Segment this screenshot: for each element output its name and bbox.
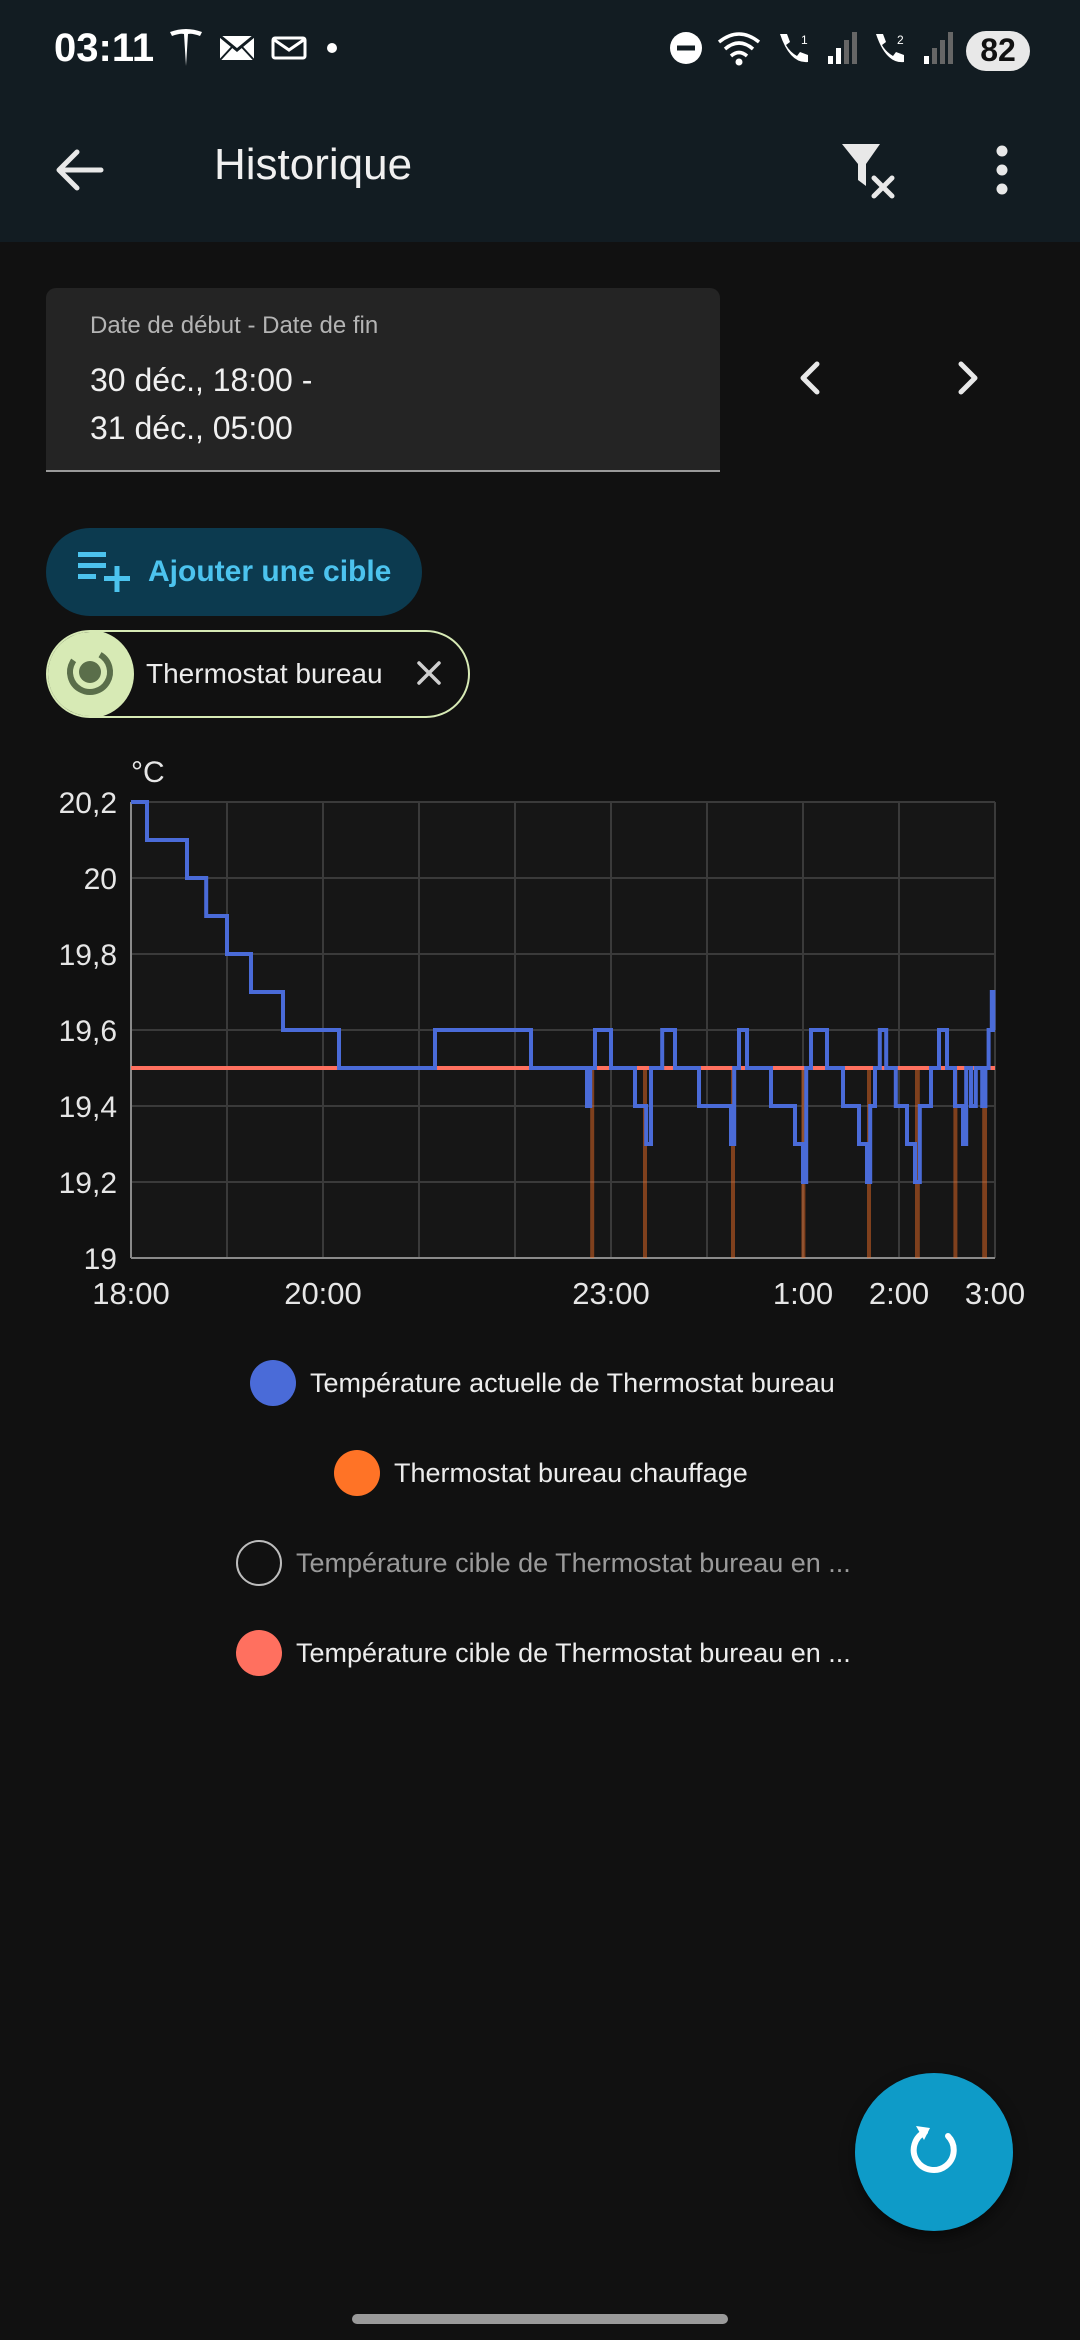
chart-y-tick-label: 19 <box>84 1243 117 1276</box>
dot-icon <box>322 33 342 68</box>
status-time: 03:11 <box>54 26 155 70</box>
back-button[interactable] <box>40 132 120 212</box>
legend-item[interactable]: Température actuelle de Thermostat burea… <box>250 1360 835 1406</box>
legend-item[interactable]: Thermostat bureau chauffage <box>334 1450 748 1496</box>
chart-x-tick-label: 1:00 <box>773 1276 833 1311</box>
thermostat-icon <box>65 647 115 702</box>
legend-item[interactable]: Température cible de Thermostat bureau e… <box>236 1630 851 1676</box>
status-right-icons: 1 2 82 <box>668 28 1030 73</box>
clear-filter-button[interactable] <box>826 130 910 214</box>
more-options-button[interactable] <box>962 130 1042 214</box>
chart-heating-bar <box>953 1068 958 1258</box>
date-range-picker[interactable]: Date de début - Date de fin 30 déc., 18:… <box>46 288 720 472</box>
legend-swatch <box>250 1360 296 1406</box>
refresh-icon <box>904 2120 964 2185</box>
chevron-right-icon <box>953 358 983 403</box>
legend-swatch <box>236 1540 282 1586</box>
chart-y-tick-label: 19,2 <box>59 1167 117 1200</box>
filter-remove-icon <box>836 140 900 205</box>
status-bar: 03:11 1 2 82 <box>0 0 1080 102</box>
chart-x-tick-label: 23:00 <box>572 1276 650 1311</box>
chart-heating-bar <box>590 1068 595 1258</box>
legend-label: Température actuelle de Thermostat burea… <box>310 1367 835 1398</box>
app-bar: Historique <box>0 102 1080 242</box>
close-icon <box>416 660 442 691</box>
chart-heating-bar <box>643 1068 647 1258</box>
chart-y-tick-label: 19,8 <box>59 939 117 972</box>
chart-heating-bar <box>982 1068 987 1258</box>
chart-current-temperature-line <box>131 800 996 1184</box>
legend-label: Température cible de Thermostat bureau e… <box>296 1637 851 1668</box>
chart-y-axis-label: °C <box>131 756 165 789</box>
legend-swatch <box>334 1450 380 1496</box>
legend-label: Température cible de Thermostat bureau e… <box>296 1547 851 1578</box>
legend-item[interactable]: Température cible de Thermostat bureau e… <box>236 1540 851 1586</box>
date-range-label: Date de début - Date de fin <box>90 312 379 339</box>
wifi-icon <box>716 28 762 73</box>
chart-y-tick-label: 20 <box>84 863 117 896</box>
wifi-call-1-icon: 1 <box>774 28 814 73</box>
chart-x-tick-label: 18:00 <box>92 1276 170 1311</box>
tesla-icon <box>168 28 204 73</box>
svg-text:2: 2 <box>897 33 904 47</box>
chart-heating-bar <box>731 1068 735 1258</box>
svg-text:1: 1 <box>801 33 808 47</box>
chevron-left-icon <box>795 358 825 403</box>
chart-x-tick-label: 3:00 <box>965 1276 1025 1311</box>
previous-period-button[interactable] <box>770 340 850 420</box>
chip-avatar <box>48 632 134 716</box>
legend-swatch <box>236 1630 282 1676</box>
mail-outline-icon <box>270 33 308 68</box>
legend-label: Thermostat bureau chauffage <box>394 1457 748 1488</box>
chart-y-tick-label: 19,4 <box>59 1091 117 1124</box>
arrow-left-icon <box>55 148 105 197</box>
chart-y-tick-label: 20,2 <box>59 787 117 820</box>
mail-icon <box>218 33 256 68</box>
history-chart: 20,2 20 19,8 19,6 19,4 19,2 19 18:00 20:00 23:00 1… <box>0 740 1080 1330</box>
next-period-button[interactable] <box>928 340 1008 420</box>
dnd-icon <box>668 30 704 71</box>
signal-2-icon <box>922 30 954 71</box>
date-range-value: 30 déc., 18:00 - 31 déc., 05:00 <box>90 362 313 446</box>
signal-1-icon <box>826 30 858 71</box>
chart-heating-bar <box>915 1068 920 1258</box>
playlist-plus-icon <box>76 548 132 597</box>
chart-x-tick-label: 2:00 <box>869 1276 929 1311</box>
add-target-button[interactable]: Ajouter une cible <box>46 528 422 616</box>
chip-remove-button[interactable] <box>404 650 454 700</box>
chart-x-tick-label: 20:00 <box>284 1276 362 1311</box>
refresh-button[interactable] <box>855 2073 1013 2231</box>
wifi-call-2-icon: 2 <box>870 28 910 73</box>
battery-indicator: 82 <box>966 30 1030 71</box>
target-chip[interactable]: Thermostat bureau <box>46 630 470 718</box>
chart-y-tick-label: 19,6 <box>59 1015 117 1048</box>
gesture-bar <box>352 2314 728 2324</box>
more-vertical-icon <box>994 145 1010 200</box>
page-title: Historique <box>214 140 413 189</box>
add-target-label: Ajouter une cible <box>148 555 392 588</box>
chip-label: Thermostat bureau <box>146 658 383 689</box>
status-left-icons <box>168 28 342 73</box>
